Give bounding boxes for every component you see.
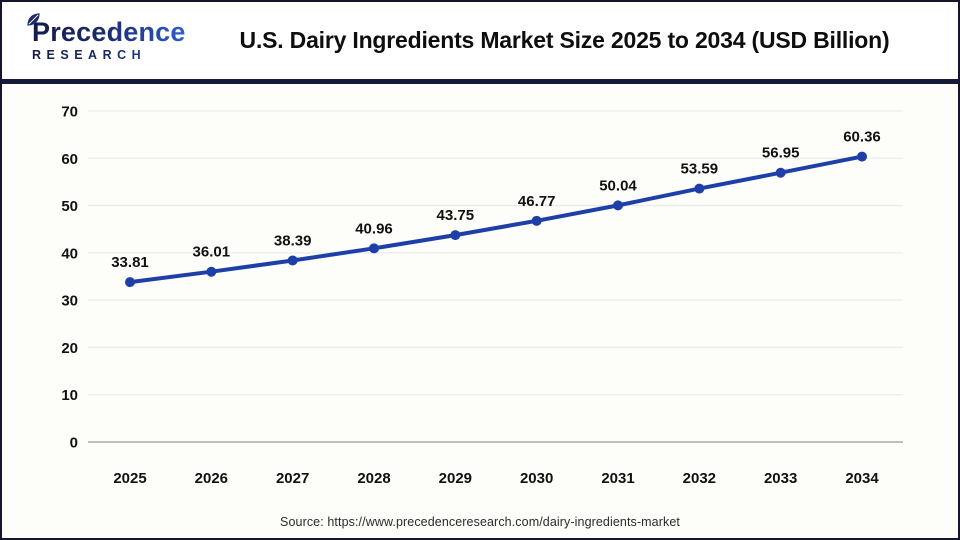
logo-subtitle: RESEARCH: [32, 49, 193, 62]
chart-panel: 0 10 20 30 40 50 60 70 2025 2026 2027 2028 2029 2030 2…: [2, 84, 958, 538]
data-point: [531, 215, 542, 226]
x-tick-label: 2029: [439, 470, 472, 487]
x-tick-label: 2030: [520, 470, 553, 487]
data-label: 50.04: [599, 177, 637, 194]
data-label: 33.81: [111, 254, 149, 271]
data-label: 60.36: [843, 129, 881, 146]
data-label: 46.77: [518, 193, 556, 210]
header-divider: [2, 79, 958, 84]
x-tick-label: 2028: [357, 470, 390, 487]
y-tick-label: 40: [61, 245, 78, 262]
data-label: 38.39: [274, 232, 312, 249]
data-point: [287, 255, 298, 266]
precedence-research-logo: Precedence RESEARCH: [18, 13, 193, 62]
data-label: 56.95: [762, 145, 800, 162]
data-point: [206, 266, 217, 277]
x-tick-label: 2033: [764, 470, 797, 487]
y-tick-label: 70: [61, 104, 78, 121]
data-point: [450, 230, 461, 241]
y-tick-label: 10: [61, 387, 78, 404]
series-line: [128, 154, 864, 285]
leaf-icon: [27, 13, 40, 26]
x-tick-label: 2025: [113, 470, 146, 487]
data-point: [613, 200, 623, 211]
data-label: 53.59: [681, 161, 719, 178]
chart-title: U.S. Dairy Ingredients Market Size 2025 …: [239, 27, 890, 53]
data-label: 40.96: [355, 220, 393, 237]
logo-wordmark: Precedence: [32, 19, 193, 46]
header: Precedence RESEARCH U.S. Dairy Ingredien…: [2, 2, 958, 79]
x-tick-label: 2032: [683, 470, 716, 487]
source-text: Source: https://www.precedenceresearch.c…: [280, 515, 680, 529]
y-tick-label: 20: [61, 340, 78, 357]
y-tick-label: 50: [61, 198, 78, 215]
x-tick-label: 2026: [195, 470, 228, 487]
data-point: [775, 167, 786, 178]
data-label: 36.01: [193, 244, 231, 261]
y-tick-label: 60: [61, 151, 78, 168]
y-tick-label: 30: [61, 293, 78, 310]
data-point: [694, 183, 705, 194]
data-point: [125, 277, 135, 288]
data-label: 43.75: [437, 207, 475, 224]
x-tick-label: 2027: [276, 470, 309, 487]
x-tick-label: 2034: [845, 470, 879, 487]
data-point: [369, 243, 379, 254]
data-point: [857, 151, 867, 162]
y-tick-label: 0: [70, 435, 78, 452]
x-tick-label: 2031: [601, 470, 634, 487]
